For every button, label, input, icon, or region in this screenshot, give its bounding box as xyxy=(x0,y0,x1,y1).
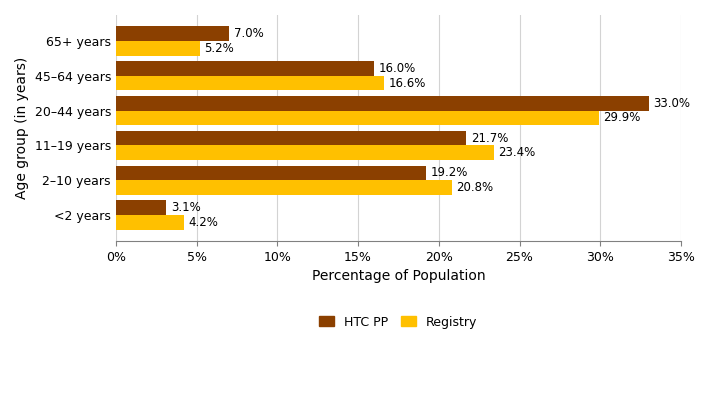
Bar xyxy=(116,180,452,195)
Bar xyxy=(116,145,493,160)
Text: 5.2%: 5.2% xyxy=(204,42,234,55)
X-axis label: Percentage of Population: Percentage of Population xyxy=(312,269,485,283)
Y-axis label: Age group (in years): Age group (in years) xyxy=(15,57,29,199)
Text: 29.9%: 29.9% xyxy=(604,111,641,124)
Text: 20.8%: 20.8% xyxy=(457,181,493,194)
Bar xyxy=(116,200,166,215)
Legend: HTC PP, Registry: HTC PP, Registry xyxy=(315,311,482,334)
Bar xyxy=(116,166,426,180)
Bar xyxy=(116,111,599,125)
Text: 21.7%: 21.7% xyxy=(471,132,508,145)
Bar xyxy=(116,131,466,145)
Bar xyxy=(116,215,184,230)
Text: 19.2%: 19.2% xyxy=(431,166,468,179)
Text: 7.0%: 7.0% xyxy=(234,27,263,40)
Text: 23.4%: 23.4% xyxy=(498,146,536,159)
Text: 33.0%: 33.0% xyxy=(654,97,691,110)
Bar xyxy=(116,26,229,41)
Bar xyxy=(116,96,649,111)
Text: 4.2%: 4.2% xyxy=(188,216,219,229)
Text: 3.1%: 3.1% xyxy=(170,201,200,214)
Bar xyxy=(116,76,384,90)
Bar xyxy=(116,41,200,55)
Bar xyxy=(116,61,374,76)
Text: 16.6%: 16.6% xyxy=(389,77,426,90)
Text: 16.0%: 16.0% xyxy=(379,62,416,75)
